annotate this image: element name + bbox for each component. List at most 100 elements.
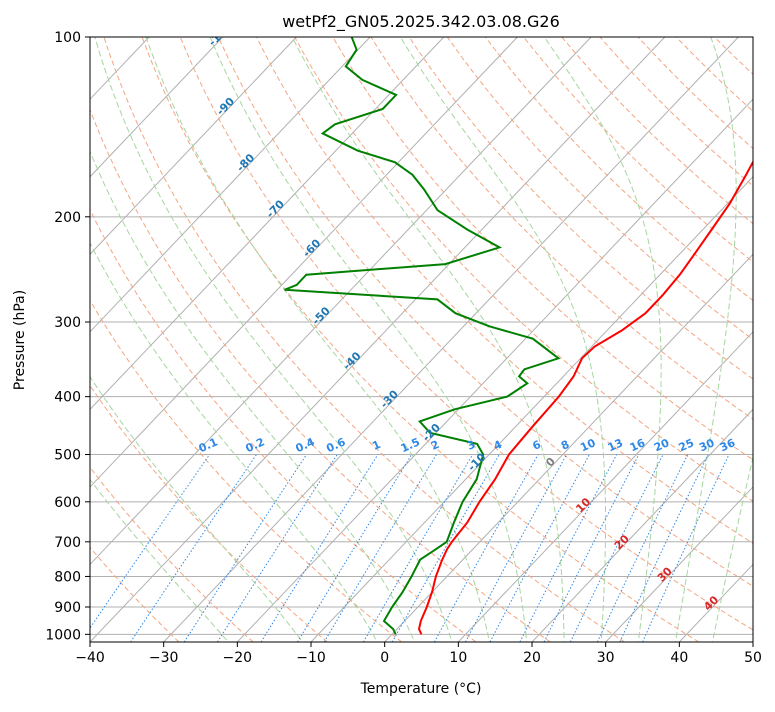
moist-adiabat-line	[145, 37, 490, 642]
y-tick-label: 300	[54, 315, 81, 331]
y-tick-label: 100	[54, 30, 81, 46]
x-tick-label: −20	[223, 650, 253, 666]
x-tick-label: −30	[149, 650, 179, 666]
background-lines	[0, 37, 753, 642]
mixing-ratio-line	[90, 454, 211, 629]
mixing-ratio-label: 20	[652, 436, 672, 454]
moist-adiabat-line	[209, 37, 528, 642]
mixing-ratio-line	[323, 454, 437, 642]
mixing-ratio-label: 30	[697, 436, 717, 454]
mixing-ratio-line	[464, 454, 568, 642]
dry-adiabat-line	[370, 37, 753, 420]
isotherm-line	[90, 37, 518, 488]
x-tick-label: 10	[449, 650, 467, 666]
mixing-ratio-label: 36	[718, 436, 738, 454]
dry-adiabat-label: -60	[300, 236, 323, 259]
dry-adiabat-label: -40	[340, 349, 363, 372]
mixing-ratio-label: 13	[606, 436, 625, 454]
mixing-ratio-line	[183, 454, 307, 642]
plot-frame	[89, 36, 754, 643]
y-tick-label: 900	[54, 600, 81, 616]
x-tick-label: −10	[296, 650, 326, 666]
dry-adiabat-line	[90, 208, 477, 642]
moist-adiabat-line	[90, 241, 378, 642]
x-tick-label: 50	[744, 650, 762, 666]
mixing-ratio-line	[596, 454, 689, 642]
moist-adiabat-line	[399, 37, 607, 642]
dry-adiabat-label: -10	[465, 450, 488, 473]
mixing-ratio-label: 0.1	[197, 435, 220, 455]
moist-adiabat-line	[90, 150, 416, 642]
dry-adiabat-line	[675, 37, 753, 112]
mixing-ratio-line	[216, 454, 338, 642]
mixing-ratio-line	[619, 454, 709, 642]
mixing-ratio-line	[519, 454, 618, 642]
dry-adiabat-line	[523, 37, 753, 263]
mixing-ratio-line	[130, 454, 257, 642]
y-tick-label: 200	[54, 210, 81, 226]
chart-title: wetPf2_GN05.2025.342.03.08.G26	[282, 12, 560, 32]
sounding-profiles	[284, 37, 753, 635]
isotherm-line	[678, 563, 753, 642]
isotherm-line	[384, 253, 753, 642]
dewpoint-profile	[284, 37, 561, 635]
y-tick-label: 600	[54, 495, 81, 511]
dry-adiabat-line	[217, 37, 753, 587]
isotherm-line	[163, 37, 739, 642]
y-tick-label: 700	[54, 535, 81, 551]
isotherm-line	[236, 98, 753, 642]
dry-adiabat-line	[294, 37, 753, 502]
y-axis-label: Pressure (hPa)	[12, 290, 28, 390]
mixing-ratio-label: 1	[370, 438, 382, 453]
dry-adiabat-line	[637, 37, 753, 150]
mixing-ratio-label: 10	[578, 436, 598, 454]
mixing-ratio-line	[362, 454, 474, 642]
moist-adiabat-line	[674, 37, 737, 642]
isotherm-line	[310, 176, 753, 642]
isotherm-line	[531, 408, 753, 642]
dry-adiabat-line	[90, 299, 403, 642]
moist-adiabat-line	[94, 37, 453, 642]
x-tick-label: −40	[75, 650, 105, 666]
mixing-ratio-lines	[90, 454, 730, 642]
dry-adiabat-line	[90, 384, 328, 642]
x-tick-label: 20	[523, 650, 541, 666]
x-tick-label: 30	[597, 650, 615, 666]
mixing-ratio-line	[489, 454, 590, 642]
dry-adiabat-line	[408, 37, 753, 380]
x-tick-label: 40	[670, 650, 688, 666]
y-tick-label: 400	[54, 390, 81, 406]
mixing-ratio-line	[433, 454, 539, 642]
y-tick-label: 500	[54, 448, 81, 464]
dry-adiabat-label: -100	[206, 20, 235, 49]
isotherm-line	[0, 37, 2, 642]
temperature-profile	[417, 159, 753, 635]
moist-adiabat-line	[90, 478, 229, 642]
dry-adiabat-label: -90	[214, 95, 237, 118]
mixing-ratio-label: 1.5	[399, 435, 422, 455]
mixing-ratio-label: 16	[628, 436, 648, 454]
moist-adiabat-line	[543, 37, 662, 642]
isotherm-line	[90, 37, 592, 566]
axes: −40 −30 −20 −10 0 10 20 30 40 50 100 200 300 400 500 60…	[45, 30, 762, 666]
x-tick-label: 0	[380, 650, 389, 666]
mixing-ratio-line	[391, 454, 500, 642]
dry-adiabat-label: 30	[655, 564, 675, 584]
isotherm-line	[90, 37, 445, 411]
dry-adiabat-line	[179, 37, 753, 631]
dry-adiabat-line	[446, 37, 753, 341]
dry-adiabat-line	[90, 108, 551, 642]
dry-adiabat-label: -30	[378, 387, 401, 410]
mixing-ratio-line	[569, 454, 664, 642]
mixing-ratio-line	[642, 454, 730, 642]
dry-adiabat-label: -80	[234, 151, 257, 174]
dry-adiabat-label: 40	[701, 593, 721, 613]
isotherm-line	[457, 331, 753, 642]
isotherm-line	[90, 37, 297, 256]
moist-adiabat-line	[90, 375, 304, 642]
mixing-ratio-label: 0.4	[294, 435, 317, 455]
isotherm-line	[90, 37, 224, 178]
dry-adiabat-line	[561, 37, 753, 225]
dry-adiabat-line	[256, 37, 753, 544]
